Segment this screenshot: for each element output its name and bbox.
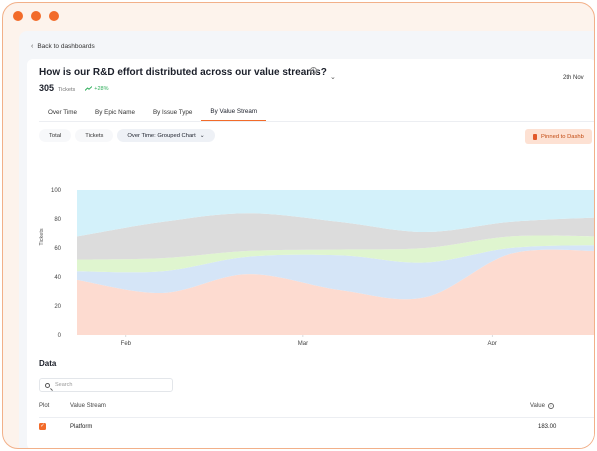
y-tick-label: 40 [54,275,61,281]
tab-by-issue-type[interactable]: By Issue Type [144,103,201,121]
area-series-descriptive-analytics[interactable] [77,235,595,273]
y-tick-label: 20 [54,304,61,310]
tab-divider [39,121,594,122]
y-tick-label: 60 [54,246,61,252]
area-series-configuration-management[interactable] [77,190,595,237]
area-series-platform[interactable] [77,249,595,336]
pinned-button-label: Pinned to Dashb [541,133,584,140]
app-window: ‹ Back to dashboards How is our R&D effo… [19,31,595,448]
area-series-actionable-insights[interactable] [77,245,595,300]
chart-controls: Total Tickets Over Time: Grouped Chart ⌄ [39,129,215,142]
total-toggle-label: Total [49,132,62,139]
y-tick-label: 80 [54,217,61,223]
chevron-down-icon: ⌄ [199,132,205,139]
search-box[interactable] [39,378,173,392]
pin-icon [533,133,537,140]
table-header-divider [39,417,594,418]
chevron-down-icon[interactable]: ⌄ [330,74,336,81]
back-link[interactable]: ‹ Back to dashboards [31,43,95,50]
tickets-toggle[interactable]: Tickets [75,129,114,142]
tab-label: Over Time [48,108,78,116]
kpi-summary: 305 Tickets +28% [39,83,108,93]
chart-card: How is our R&D effort distributed across… [27,59,595,371]
trend-up-icon [85,86,93,91]
data-section-title: Data [39,359,57,368]
search-icon [45,382,50,388]
column-header-plot: Plot [39,403,50,409]
kpi-trend-value: +28% [94,85,109,92]
cell-value-stream: Platform [70,424,93,430]
chart-view-select[interactable]: Over Time: Grouped Chart ⌄ [117,129,215,142]
kpi-unit: Tickets [58,87,76,93]
kpi-trend: +28% [85,86,108,92]
tab-bar: Over Time By Epic Name By Issue Type By … [39,103,267,121]
area-series-customer-engagement[interactable] [77,213,595,260]
info-icon[interactable]: i [310,67,317,74]
chevron-left-icon: ‹ [31,43,34,50]
x-tick-label: Feb [121,341,132,347]
data-table-card: Data Plot Value Stream Value ↕ ✓ Platfor… [27,345,594,448]
total-toggle[interactable]: Total [39,129,72,142]
window-dot-close[interactable] [13,11,23,21]
tab-by-epic-name[interactable]: By Epic Name [86,103,144,121]
search-input[interactable] [55,382,165,388]
x-tick-label: Apr [488,341,497,347]
tickets-toggle-label: Tickets [85,132,104,139]
tab-over-time[interactable]: Over Time [39,103,86,121]
y-tick-label: 100 [51,188,62,194]
x-tick-label: Mar [298,341,308,347]
window-dot-minimize[interactable] [31,11,41,21]
date-range-label[interactable]: 2th Nov [563,75,584,81]
page-title: How is our R&D effort distributed across… [39,67,327,78]
column-header-value[interactable]: Value ↕ [530,403,554,409]
plot-checkbox[interactable]: ✓ [39,423,46,430]
back-link-label: Back to dashboards [37,43,95,50]
tab-label: By Value Stream [210,108,258,115]
kpi-value: 305 [39,83,55,93]
window-controls [13,11,59,21]
tab-label: By Epic Name [95,108,135,116]
pinned-button[interactable]: Pinned to Dashb [525,129,592,144]
sort-icon[interactable]: ↕ [547,403,554,409]
tab-label: By Issue Type [152,108,193,116]
y-tick-label: 0 [58,333,62,339]
chart-view-select-label: Over Time: Grouped Chart [127,132,196,139]
tab-by-value-stream[interactable]: By Value Stream [201,103,267,121]
column-header-value-stream: Value Stream [70,403,106,409]
column-header-value-label: Value [530,403,545,409]
cell-value: 183.00 [538,424,557,430]
window-dot-maximize[interactable] [49,11,59,21]
y-axis-label: Tickets [39,228,45,245]
